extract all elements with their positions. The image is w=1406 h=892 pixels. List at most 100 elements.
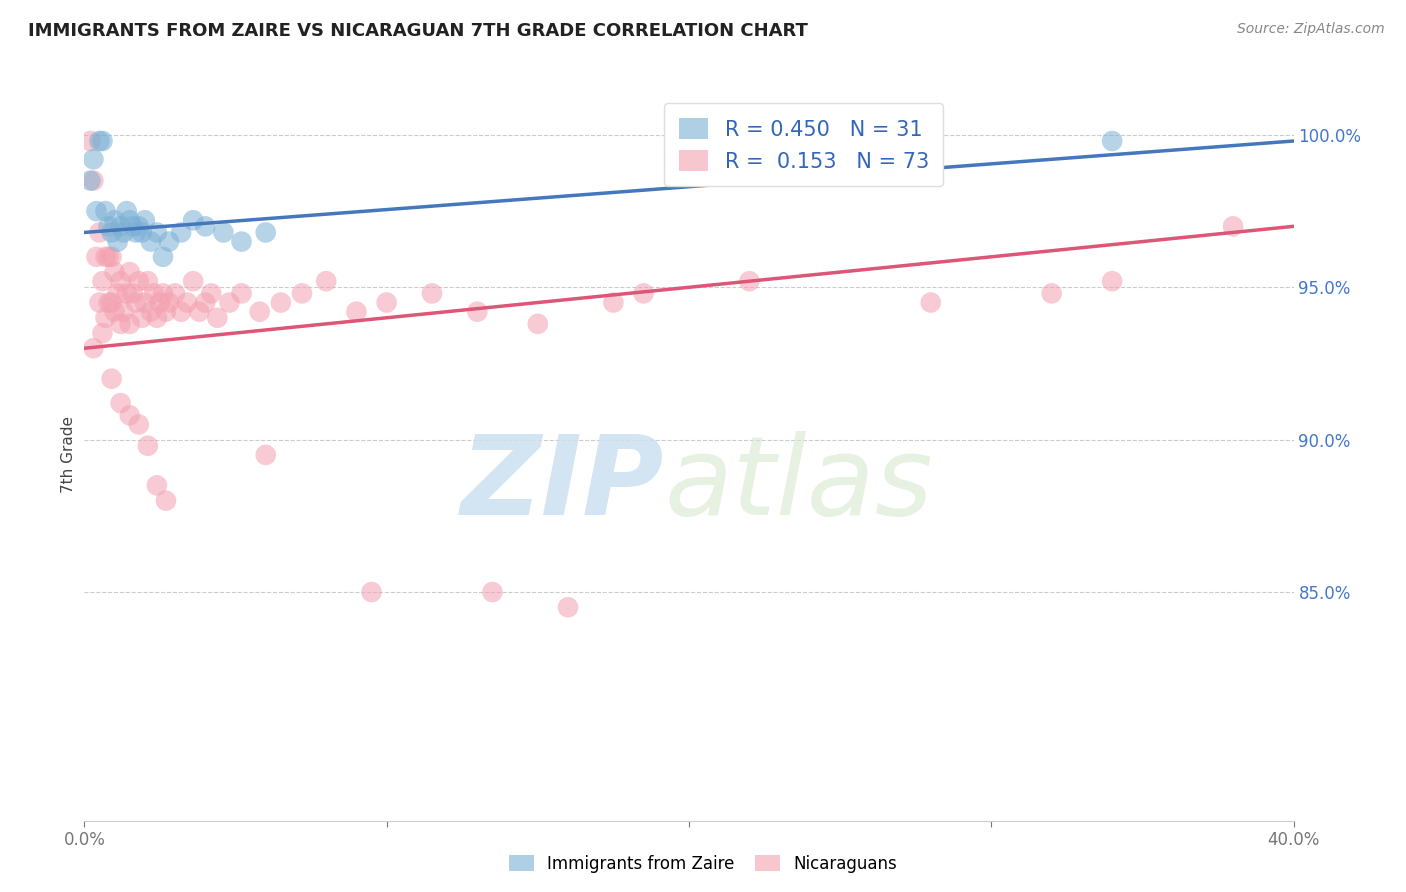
- Y-axis label: 7th Grade: 7th Grade: [60, 417, 76, 493]
- Point: [79, 134, 101, 148]
- Point: [100, 250, 122, 264]
- Point: [146, 226, 169, 240]
- Point: [91, 326, 114, 340]
- Point: [1222, 219, 1244, 234]
- Point: [170, 304, 193, 318]
- Point: [188, 304, 211, 318]
- Point: [375, 295, 398, 310]
- Point: [110, 219, 132, 234]
- Point: [104, 213, 127, 227]
- Point: [170, 226, 193, 240]
- Point: [82, 173, 104, 187]
- Point: [134, 295, 156, 310]
- Point: [115, 204, 138, 219]
- Text: IMMIGRANTS FROM ZAIRE VS NICARAGUAN 7TH GRADE CORRELATION CHART: IMMIGRANTS FROM ZAIRE VS NICARAGUAN 7TH …: [28, 22, 808, 40]
- Legend: Immigrants from Zaire, Nicaraguans: Immigrants from Zaire, Nicaraguans: [502, 848, 904, 880]
- Point: [291, 286, 314, 301]
- Point: [157, 295, 180, 310]
- Point: [100, 295, 122, 310]
- Point: [231, 235, 253, 249]
- Point: [112, 304, 135, 318]
- Point: [176, 295, 198, 310]
- Point: [346, 304, 368, 318]
- Point: [315, 274, 337, 288]
- Point: [82, 341, 104, 355]
- Point: [231, 286, 253, 301]
- Point: [134, 213, 156, 227]
- Point: [738, 274, 761, 288]
- Point: [89, 295, 111, 310]
- Point: [207, 310, 229, 325]
- Point: [107, 286, 129, 301]
- Point: [139, 304, 162, 318]
- Point: [118, 213, 141, 227]
- Point: [157, 235, 180, 249]
- Point: [270, 295, 292, 310]
- Point: [118, 265, 141, 279]
- Text: ZIP: ZIP: [461, 431, 665, 538]
- Point: [94, 310, 117, 325]
- Point: [112, 226, 135, 240]
- Point: [1040, 286, 1063, 301]
- Point: [149, 295, 172, 310]
- Point: [91, 274, 114, 288]
- Point: [1101, 274, 1123, 288]
- Point: [121, 286, 143, 301]
- Point: [360, 585, 382, 599]
- Point: [110, 317, 132, 331]
- Point: [152, 250, 174, 264]
- Point: [104, 265, 127, 279]
- Point: [118, 409, 141, 423]
- Point: [1101, 134, 1123, 148]
- Point: [128, 219, 150, 234]
- Point: [89, 226, 111, 240]
- Point: [94, 250, 117, 264]
- Point: [89, 134, 111, 148]
- Point: [146, 478, 169, 492]
- Point: [128, 417, 150, 432]
- Point: [212, 226, 235, 240]
- Point: [121, 219, 143, 234]
- Point: [131, 310, 153, 325]
- Point: [920, 295, 942, 310]
- Point: [82, 153, 104, 167]
- Point: [527, 317, 550, 331]
- Point: [200, 286, 222, 301]
- Point: [194, 295, 217, 310]
- Text: Source: ZipAtlas.com: Source: ZipAtlas.com: [1237, 22, 1385, 37]
- Point: [146, 310, 169, 325]
- Point: [110, 274, 132, 288]
- Point: [100, 226, 122, 240]
- Point: [557, 600, 579, 615]
- Point: [165, 286, 187, 301]
- Point: [97, 219, 120, 234]
- Point: [115, 286, 138, 301]
- Point: [97, 295, 120, 310]
- Point: [152, 286, 174, 301]
- Point: [128, 274, 150, 288]
- Point: [249, 304, 271, 318]
- Point: [97, 250, 120, 264]
- Point: [155, 493, 177, 508]
- Point: [420, 286, 443, 301]
- Point: [467, 304, 489, 318]
- Point: [602, 295, 624, 310]
- Text: atlas: atlas: [665, 431, 934, 538]
- Point: [254, 226, 277, 240]
- Point: [155, 304, 177, 318]
- Point: [125, 295, 148, 310]
- Point: [181, 274, 204, 288]
- Point: [94, 204, 117, 219]
- Point: [79, 173, 101, 187]
- Point: [86, 204, 108, 219]
- Point: [633, 286, 655, 301]
- Point: [110, 396, 132, 410]
- Point: [194, 219, 217, 234]
- Point: [136, 274, 159, 288]
- Point: [107, 235, 129, 249]
- Point: [481, 585, 503, 599]
- Point: [100, 372, 122, 386]
- Point: [142, 286, 165, 301]
- Point: [86, 250, 108, 264]
- Point: [254, 448, 277, 462]
